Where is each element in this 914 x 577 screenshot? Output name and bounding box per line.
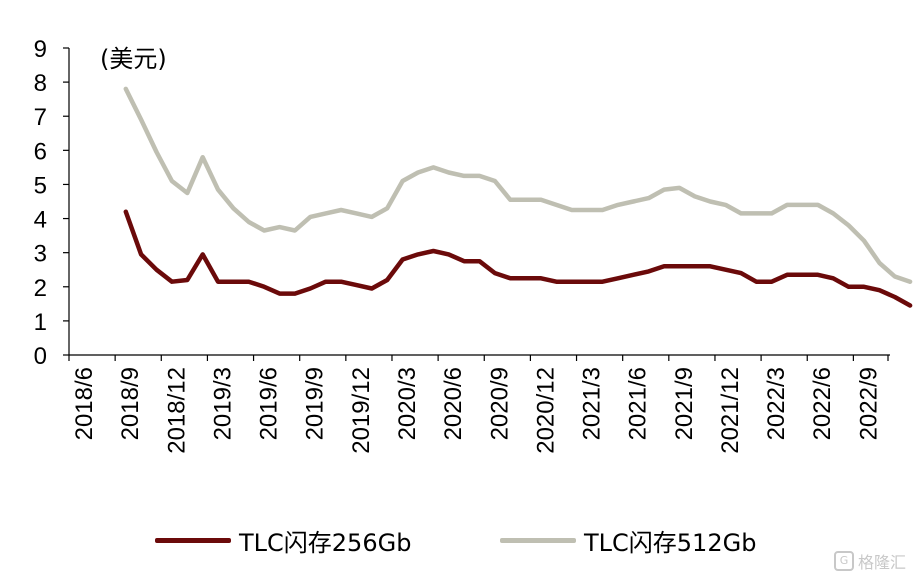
y-tick-label: 4 — [34, 207, 47, 234]
x-tick-label: 2020/12 — [532, 367, 559, 454]
y-tick-label: 9 — [34, 36, 47, 63]
unit-label: (美元) — [100, 45, 167, 73]
series-layer — [123, 86, 913, 308]
x-tick-label: 2019/12 — [348, 367, 375, 454]
x-tick-label: 2020/3 — [394, 367, 421, 440]
x-tick-label: 2019/6 — [256, 367, 283, 440]
line-chart: 0 1 2 3 4 5 6 7 8 9 2018/6 2018/9 2018/12 2019/3 2019… — [34, 36, 913, 454]
y-tick-label: 1 — [34, 309, 47, 336]
y-tick-label: 3 — [34, 241, 47, 268]
legend-item-256gb: TLC闪存256Gb — [155, 523, 411, 558]
x-tick-label: 2020/9 — [486, 367, 513, 440]
x-tick-label: 2018/6 — [71, 367, 98, 440]
legend-label-512gb: TLC闪存512Gb — [584, 529, 757, 557]
legend: TLC闪存256Gb TLC闪存512Gb — [0, 515, 914, 565]
series-line-256gb — [123, 209, 913, 308]
x-tick-label: 2019/3 — [209, 367, 236, 440]
y-tick-label: 8 — [34, 70, 47, 97]
legend-swatch-512gb — [500, 538, 576, 543]
x-tick-label: 2021/12 — [717, 367, 744, 454]
legend-swatch-256gb — [155, 538, 231, 543]
x-tick-label: 2022/9 — [855, 367, 882, 440]
x-tick-label: 2022/3 — [763, 367, 790, 440]
x-tick-label: 2018/12 — [163, 367, 190, 454]
x-tick-label: 2019/9 — [302, 367, 329, 440]
legend-item-512gb: TLC闪存512Gb — [500, 523, 756, 558]
legend-label-256gb: TLC闪存256Gb — [239, 529, 412, 557]
x-tick-label: 2021/9 — [671, 367, 698, 440]
x-tick-label: 2020/6 — [440, 367, 467, 440]
x-tick-label: 2022/6 — [809, 367, 836, 440]
y-tick-label: 2 — [34, 275, 47, 302]
watermark-text: 格隆汇 — [857, 553, 906, 572]
y-tick-label: 7 — [34, 104, 47, 131]
x-tick-label: 2018/9 — [117, 367, 144, 440]
watermark: G 格隆汇 — [833, 549, 906, 573]
x-tick-label: 2021/3 — [579, 367, 606, 440]
y-axis: 0 1 2 3 4 5 6 7 8 9 — [34, 36, 70, 370]
x-axis: 2018/6 2018/9 2018/12 2019/3 2019/6 2019/9 201… — [68, 354, 890, 454]
series-line-512gb — [123, 86, 913, 284]
x-tick-label: 2021/6 — [625, 367, 652, 440]
watermark-logo-icon: G — [833, 551, 854, 571]
y-tick-label: 5 — [34, 172, 47, 199]
y-tick-label: 6 — [34, 138, 47, 165]
y-tick-label: 0 — [34, 343, 47, 370]
